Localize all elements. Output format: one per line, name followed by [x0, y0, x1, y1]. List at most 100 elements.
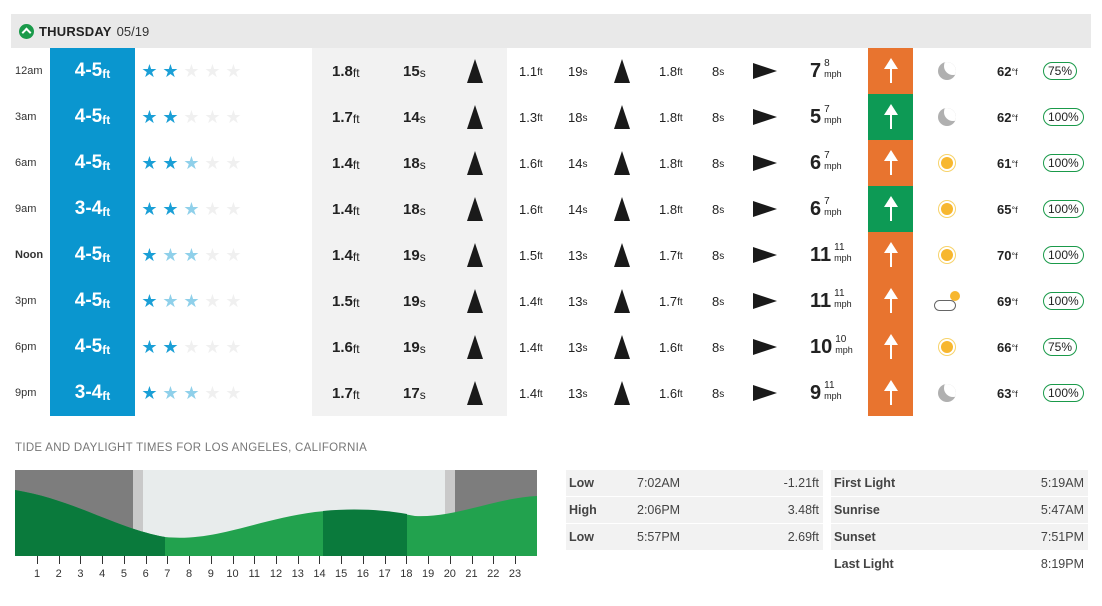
tertiary-swell-height-unit: ft	[677, 205, 683, 216]
tide-fill-dark-1	[15, 490, 165, 556]
tertiary-swell-period-unit: s	[719, 113, 725, 124]
star-icon: ★	[141, 337, 158, 357]
arrow-up-icon	[467, 151, 483, 175]
wind-detail: 11 mph	[834, 289, 852, 309]
primary-swell-period-unit: s	[419, 342, 426, 356]
tide-event-row: Low 7:02AM -1.21ft	[566, 470, 823, 496]
surf-height-value: 4-5	[74, 244, 103, 265]
secondary-swell-period: 13 s	[568, 232, 587, 278]
primary-swell-height: 1.4 ft	[332, 186, 360, 232]
wind-arrow-icon	[883, 58, 898, 84]
tertiary-swell-period-value: 8	[712, 155, 720, 171]
wind-unit: mph	[824, 391, 842, 401]
secondary-swell-height: 1.5 ft	[519, 232, 543, 278]
secondary-swell-period-value: 13	[568, 339, 583, 355]
swell-direction	[613, 94, 631, 140]
star-icon: ★	[204, 383, 221, 403]
star-icon: ★	[183, 153, 200, 173]
secondary-swell-period: 19 s	[568, 48, 587, 94]
swell-direction	[466, 324, 484, 370]
star-icon: ★	[204, 291, 221, 311]
forecast-row[interactable]: 12am 4-5 ft ★ ★ ★ ★ ★ 1.8 ft 15 s 1.1 ft 19 s 1.8 ft 8 s 7 8 m…	[0, 48, 1102, 94]
wind-gust-value: 11	[824, 380, 835, 391]
primary-swell-period: 19 s	[403, 324, 426, 370]
arrow-right-icon	[753, 293, 777, 309]
primary-swell-period: 19 s	[403, 278, 426, 324]
wind-speed: 10 10 mph	[810, 324, 853, 370]
tide-time: 5:57PM	[637, 530, 681, 544]
star-icon: ★	[141, 153, 158, 173]
hour-tick	[319, 556, 321, 564]
chevron-up-icon[interactable]	[19, 23, 34, 39]
tertiary-swell-height-value: 1.6	[659, 339, 678, 355]
wind-direction	[868, 370, 913, 416]
wind-gust-value: 7	[824, 104, 830, 115]
wind-direction	[868, 48, 913, 94]
wind-direction	[868, 324, 913, 370]
primary-swell-height-value: 1.4	[332, 154, 353, 172]
primary-swell-height-unit: ft	[352, 250, 360, 264]
wind-speed: 9 11 mph	[810, 370, 842, 416]
surf-height: 4-5 ft	[50, 94, 135, 140]
secondary-swell-height: 1.4 ft	[519, 324, 543, 370]
probability: 75%	[1043, 324, 1078, 370]
surf-height-value: 3-4	[74, 382, 103, 403]
forecast-row[interactable]: 3am 4-5 ft ★ ★ ★ ★ ★ 1.7 ft 14 s 1.3 ft 18 s 1.8 ft 8 s 5 7 mp…	[0, 94, 1102, 140]
primary-swell-period-value: 18	[403, 200, 420, 218]
day-header[interactable]: THURSDAY 05/19	[11, 14, 1091, 48]
probability-badge: 100%	[1043, 154, 1084, 172]
star-icon: ★	[225, 337, 242, 357]
swell-direction	[752, 370, 778, 416]
tertiary-swell-period-value: 8	[712, 63, 720, 79]
arrow-right-icon	[753, 155, 777, 171]
tertiary-swell-period-unit: s	[719, 251, 725, 262]
forecast-row[interactable]: 3pm 4-5 ft ★ ★ ★ ★ ★ 1.5 ft 19 s 1.4 ft 13 s 1.7 ft 8 s 11 11…	[0, 278, 1102, 324]
hour-tick-label: 3	[77, 568, 84, 580]
primary-swell-period: 18 s	[403, 186, 426, 232]
primary-swell-height-value: 1.8	[332, 62, 353, 80]
secondary-swell-height-value: 1.4	[519, 339, 538, 355]
secondary-swell-height: 1.4 ft	[519, 370, 543, 416]
wind-direction	[868, 140, 913, 186]
swell-direction	[752, 186, 778, 232]
hour-tick-label: 12	[269, 568, 283, 580]
star-icon: ★	[183, 61, 200, 81]
tide-hour-axis: 1 2 3 4 5 6 7 8 9 10 11 12 13 14 15 16 17 18 19 20 21 22 23	[15, 556, 537, 586]
temperature-value: 63	[997, 385, 1012, 401]
secondary-swell-height-unit: ft	[537, 251, 543, 262]
surf-height: 4-5 ft	[50, 232, 135, 278]
forecast-row[interactable]: Noon 4-5 ft ★ ★ ★ ★ ★ 1.4 ft 19 s 1.5 ft 13 s 1.7 ft 8 s 11 1…	[0, 232, 1102, 278]
surf-height-unit: ft	[102, 205, 111, 219]
forecast-row[interactable]: 9am 3-4 ft ★ ★ ★ ★ ★ 1.4 ft 18 s 1.6 ft 14 s 1.8 ft 8 s 6 7 mp…	[0, 186, 1102, 232]
hour-tick-label: 5	[120, 568, 127, 580]
forecast-row[interactable]: 9pm 3-4 ft ★ ★ ★ ★ ★ 1.7 ft 17 s 1.4 ft 13 s 1.6 ft 8 s 9 11 m…	[0, 370, 1102, 416]
swell-direction	[466, 186, 484, 232]
time-label: 3pm	[15, 295, 37, 307]
secondary-swell-period: 13 s	[568, 370, 587, 416]
probability-badge: 100%	[1043, 200, 1084, 218]
twilight-evening	[445, 470, 455, 556]
forecast-row[interactable]: 6am 4-5 ft ★ ★ ★ ★ ★ 1.4 ft 18 s 1.6 ft 14 s 1.8 ft 8 s 6 7 mp…	[0, 140, 1102, 186]
wind-direction	[868, 232, 913, 278]
secondary-swell-height-value: 1.3	[519, 109, 538, 125]
swell-direction	[466, 278, 484, 324]
forecast-row[interactable]: 6pm 4-5 ft ★ ★ ★ ★ ★ 1.6 ft 19 s 1.4 ft 13 s 1.6 ft 8 s 10 10…	[0, 324, 1102, 370]
secondary-swell-height-unit: ft	[537, 67, 543, 78]
time-label: 6am	[15, 157, 37, 169]
arrow-up-icon	[467, 197, 483, 221]
tertiary-swell-period-value: 8	[712, 385, 720, 401]
partly-cloudy-icon	[932, 291, 962, 311]
arrow-up-icon	[467, 105, 483, 129]
hour-tick-label: 8	[186, 568, 193, 580]
star-icon: ★	[141, 245, 158, 265]
primary-swell-period-unit: s	[419, 112, 426, 126]
swell-direction	[613, 232, 631, 278]
wind-arrow-icon	[883, 334, 898, 360]
tide-time: 2:06PM	[637, 503, 681, 517]
wind-speed-value: 11	[810, 243, 832, 266]
probability: 100%	[1043, 278, 1084, 324]
day-name: THURSDAY	[39, 23, 112, 39]
